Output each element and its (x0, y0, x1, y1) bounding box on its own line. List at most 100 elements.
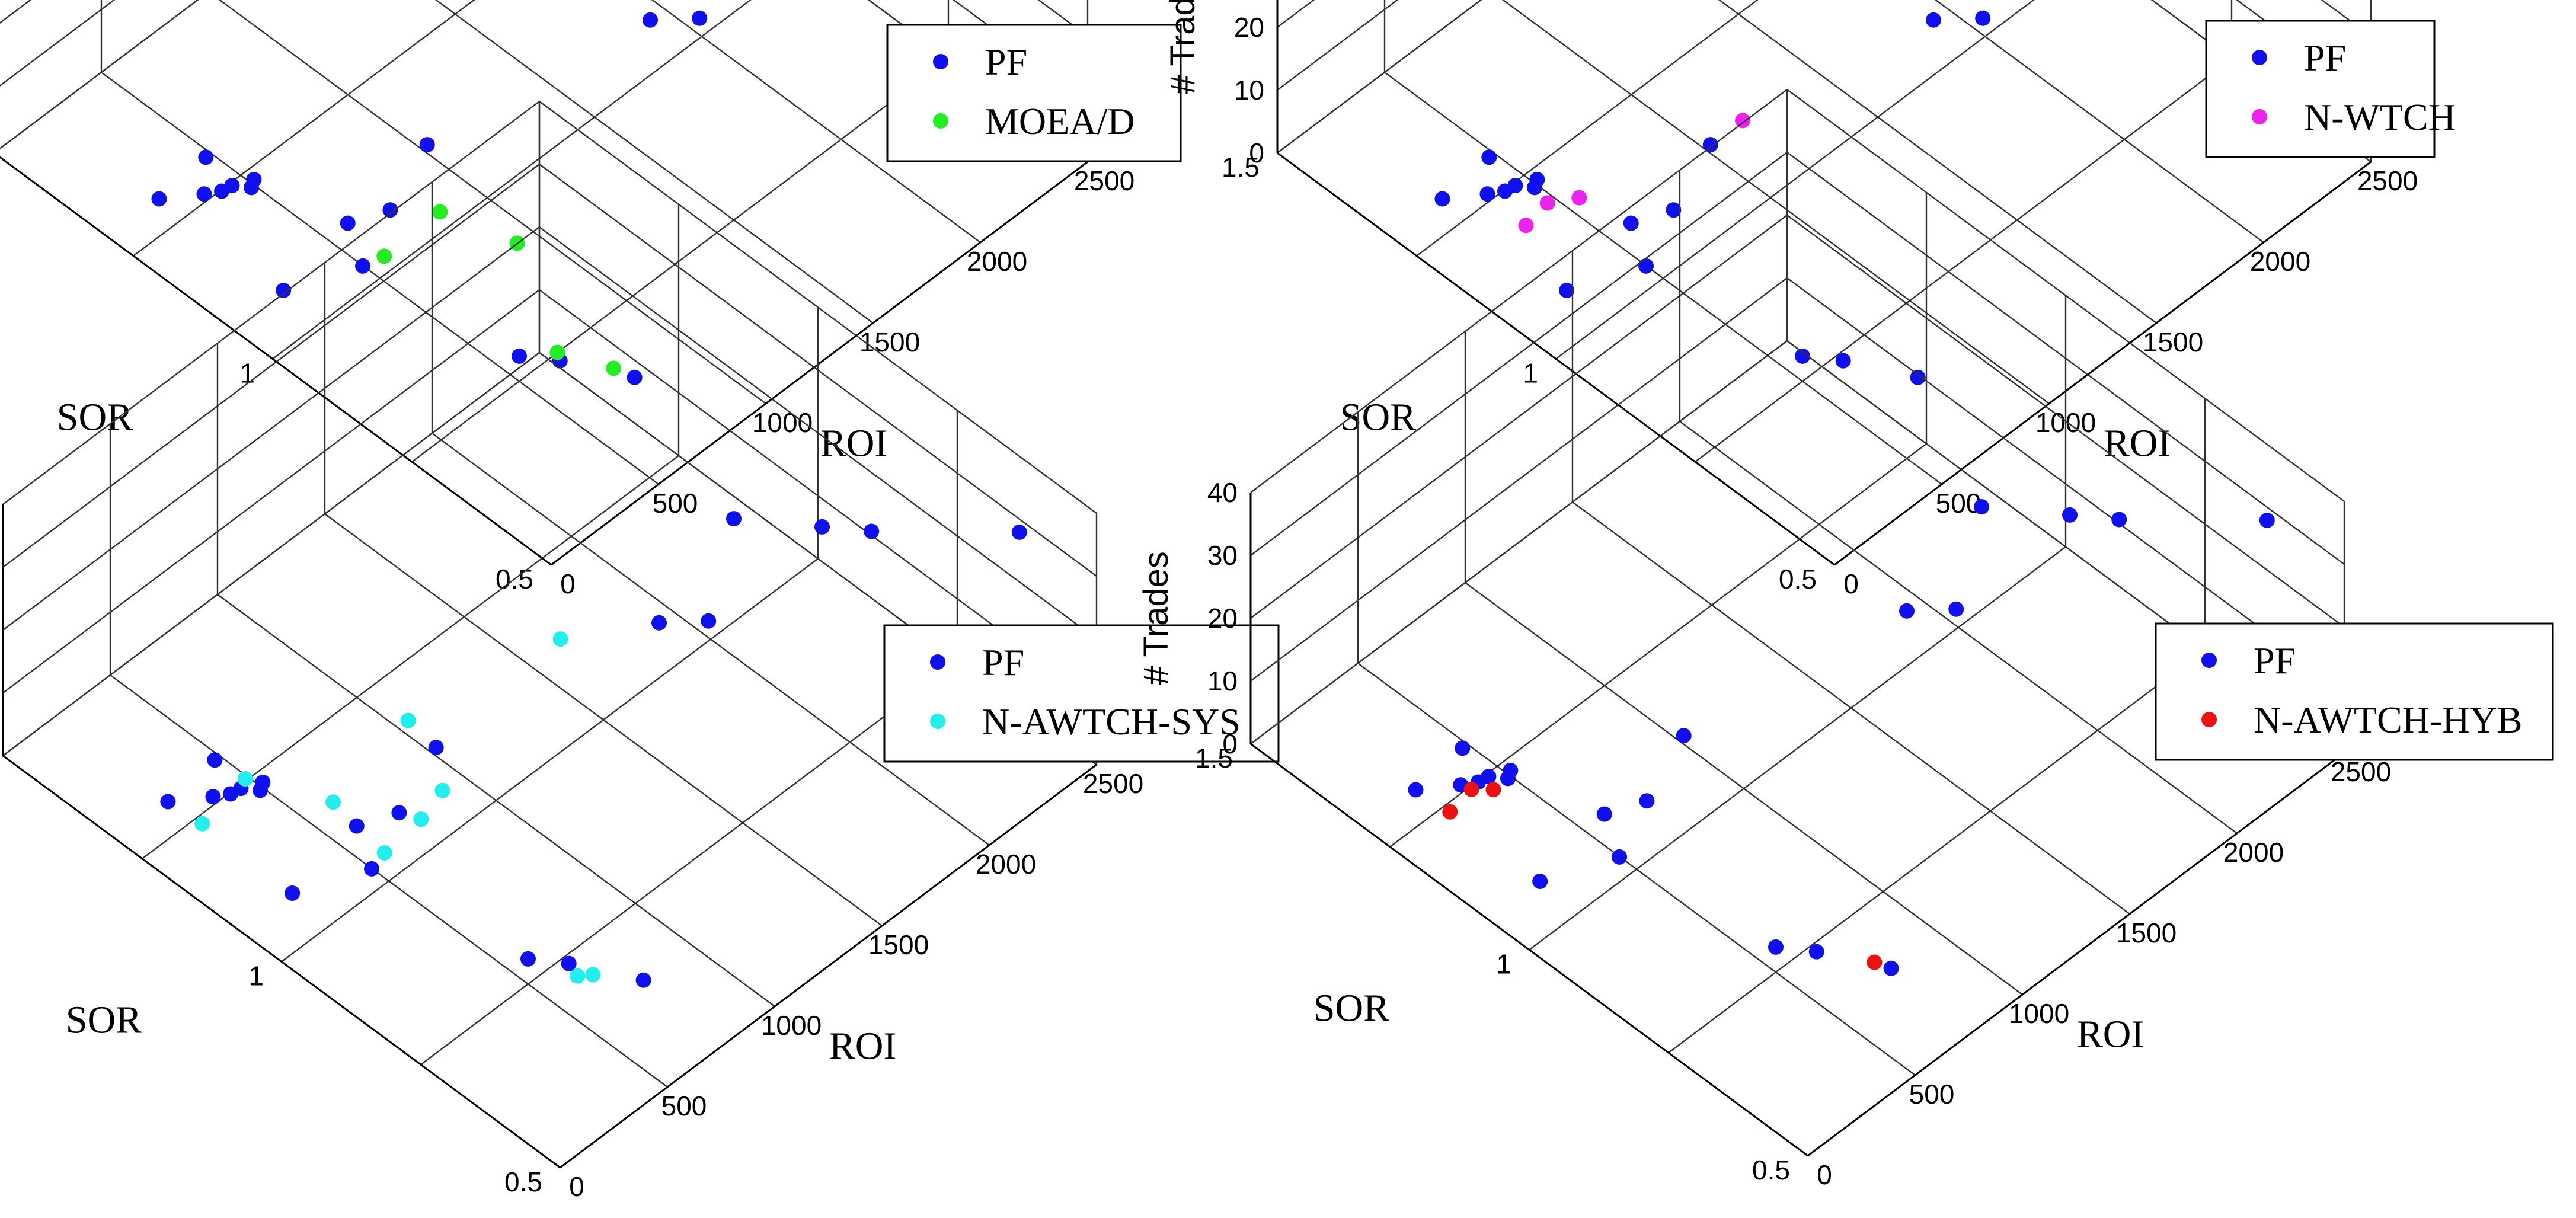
data-point-n-wtch (1518, 218, 1534, 234)
roi-tick-label: 0 (1843, 568, 1859, 599)
roi-tick-label: 0 (1817, 1159, 1832, 1190)
floor-grid-roi (218, 0, 766, 404)
data-point-n-awtch-sys (434, 782, 450, 798)
floor-grid-sor (420, 661, 958, 1066)
data-point-pf (246, 171, 262, 187)
data-point-pf (1899, 603, 1915, 619)
sidewall-grid-horizontal (539, 164, 1097, 577)
roi-tick-label: 500 (1936, 488, 1981, 519)
data-point-pf (1434, 191, 1450, 207)
floor-grid-sor (281, 558, 819, 963)
data-point-pf (520, 951, 536, 967)
sor-tick-label: 0.5 (1752, 1155, 1790, 1185)
data-point-pf (1974, 499, 1989, 515)
backwall-grid-horizontal (1277, 0, 1399, 91)
data-point-n-awtch-sys (237, 771, 253, 787)
data-point-pf (2111, 512, 2127, 528)
data-point-pf (285, 885, 301, 901)
roi-tick-label: 2000 (976, 849, 1036, 880)
data-point-pf (391, 805, 407, 821)
data-point-pf (1910, 369, 1926, 385)
sor-tick-label: 0.5 (504, 1166, 542, 1197)
legend-box (886, 24, 1182, 162)
sor-tick-label: 0.5 (1779, 564, 1817, 594)
legend-label: N-AWTCH-HYB (2254, 699, 2522, 741)
subplot-nwtch: 050010001500200025000.511.5010203040ROIS… (1164, 0, 2456, 599)
roi-tick-label: 2000 (2250, 246, 2310, 277)
backwall-grid-horizontal (0, 0, 32, 24)
legend-marker (930, 714, 945, 729)
data-point-n-awtch-hyb (1867, 954, 1883, 970)
subplot-nawtch-sys: 050010001500200025000.511.5010203040ROIS… (2, 101, 1280, 1202)
trades-tick-label: 30 (1207, 540, 1238, 571)
data-point-n-awtch-sys (376, 845, 392, 861)
data-point-pf (1638, 258, 1654, 274)
data-point-pf (1559, 282, 1575, 298)
legend-marker (2201, 653, 2217, 668)
sor-axis-line (2, 755, 561, 1169)
sor-axis-label: SOR (57, 396, 133, 439)
data-point-pf (355, 258, 371, 274)
sor-axis-label: SOR (1340, 396, 1416, 439)
data-point-n-awtch-sys (570, 968, 586, 984)
floor-grid-roi (1718, 0, 2157, 324)
data-point-pf (1011, 524, 1027, 540)
data-point-moea-d (606, 360, 622, 376)
data-point-pf (643, 12, 658, 28)
data-point-pf (1529, 171, 1545, 187)
legend-box (2155, 622, 2554, 761)
data-point-moea-d (432, 204, 448, 220)
data-point-pf (255, 774, 271, 790)
floor-grid-sor (1416, 0, 1759, 257)
legend-label: MOEA/D (985, 100, 1134, 142)
sor-axis-label: SOR (1313, 987, 1389, 1030)
sidewall-grid-horizontal (1786, 152, 2345, 565)
data-point-pf (419, 137, 435, 153)
roi-tick-label: 500 (661, 1091, 707, 1121)
data-point-pf (340, 215, 356, 231)
trades-tick-label: 0 (1222, 728, 1238, 759)
floor-grid-sor (142, 455, 679, 859)
sidewall-grid-horizontal (1786, 277, 2345, 690)
backwall-grid-horizontal (1250, 215, 1788, 619)
data-point-n-awtch-sys (413, 811, 429, 827)
sidewall-grid-horizontal (1786, 89, 2345, 502)
sidewall-grid-horizontal (539, 101, 1097, 514)
floor-grid-sor (1695, 58, 2232, 463)
sor-tick-label: 1.5 (1195, 743, 1233, 773)
floor-grid-sor (133, 0, 475, 257)
backwall-grid-horizontal (2, 289, 540, 693)
roi-tick-label: 0 (569, 1171, 584, 1202)
data-point-pf (1507, 178, 1523, 194)
data-point-pf (1612, 849, 1628, 865)
backwall-grid-horizontal (0, 0, 199, 149)
roi-axis-label: ROI (820, 421, 888, 465)
data-point-pf (627, 369, 643, 385)
data-point-pf (2259, 512, 2275, 528)
trades-tick-label: 20 (1207, 603, 1238, 634)
roi-tick-label: 1000 (761, 1010, 822, 1041)
subplot-nawtch-hyb: 050010001500200025000.511.5010203040ROIS… (1137, 89, 2554, 1190)
data-point-pf (207, 752, 223, 768)
data-point-pf (382, 202, 398, 218)
data-point-pf (224, 178, 240, 194)
data-point-pf (198, 149, 214, 165)
roi-tick-label: 0 (560, 568, 576, 599)
trades-tick-label: 0 (1249, 138, 1264, 168)
data-point-n-awtch-sys (552, 631, 568, 647)
data-point-pf (651, 615, 667, 631)
roi-axis-line (551, 161, 1088, 566)
data-point-n-awtch-hyb (1485, 782, 1501, 798)
data-point-pf (349, 818, 365, 834)
subplot-moead: 050010001500200025000.511.5010203040ROIS… (0, 0, 1182, 599)
roi-tick-label: 2500 (1083, 768, 1143, 799)
data-point-pf (1926, 12, 1941, 28)
sor-axis-line (0, 156, 552, 566)
roi-tick-label: 1000 (2009, 998, 2069, 1029)
data-point-pf (561, 955, 577, 971)
sidewall-grid-horizontal (539, 226, 1097, 640)
legend-marker (2201, 712, 2217, 727)
data-point-pf (2062, 507, 2078, 523)
legend-box (2205, 20, 2436, 158)
backwall-grid-horizontal (1250, 89, 1788, 493)
